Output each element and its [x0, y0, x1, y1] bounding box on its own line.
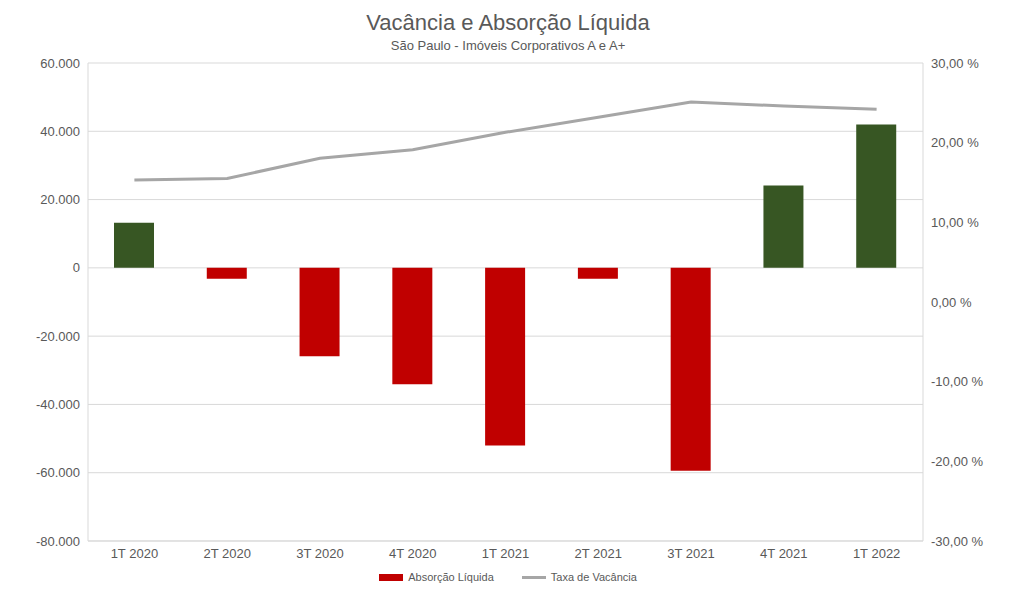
html-text:Absorção Líquida: Absorção Líquida — [408, 571, 494, 583]
svg-text:0,00 %: 0,00 % — [931, 295, 972, 310]
svg-text:1T 2020: 1T 2020 — [111, 546, 158, 561]
svg-text:2T 2020: 2T 2020 — [203, 546, 250, 561]
svg-text:20.000: 20.000 — [40, 192, 80, 207]
svg-text:-80.000: -80.000 — [36, 534, 80, 549]
svg-text:3T 2021: 3T 2021 — [667, 546, 714, 561]
svg-text:2T 2021: 2T 2021 — [575, 546, 622, 561]
svg-text:1T 2022: 1T 2022 — [853, 546, 900, 561]
svg-text:-20.000: -20.000 — [36, 329, 80, 344]
svg-text:40.000: 40.000 — [40, 124, 80, 139]
svg-text:3T 2020: 3T 2020 — [296, 546, 343, 561]
svg-text:30,00 %: 30,00 % — [931, 56, 979, 71]
svg-text:-60.000: -60.000 — [36, 465, 80, 480]
svg-text:0: 0 — [73, 260, 80, 275]
svg-text:20,00 %: 20,00 % — [931, 135, 979, 150]
svg-text:1T 2021: 1T 2021 — [482, 546, 529, 561]
html-text:São Paulo - Imóveis Corporativ: São Paulo - Imóveis Corporativos A e A+ — [390, 38, 626, 53]
html-text:Taxa de Vacância: Taxa de Vacância — [550, 571, 637, 583]
svg-text:4T 2020: 4T 2020 — [389, 546, 436, 561]
svg-text:10,00 %: 10,00 % — [931, 215, 979, 230]
svg-text:-20,00 %: -20,00 % — [931, 454, 983, 469]
svg-text:4T 2021: 4T 2021 — [760, 546, 807, 561]
html-text:Vacância e Absorção Líquida: Vacância e Absorção Líquida — [366, 10, 650, 35]
svg-text:-10,00 %: -10,00 % — [931, 374, 983, 389]
svg-text:-30,00 %: -30,00 % — [931, 534, 983, 549]
svg-text:-40.000: -40.000 — [36, 397, 80, 412]
svg-text:60.000: 60.000 — [40, 56, 80, 71]
